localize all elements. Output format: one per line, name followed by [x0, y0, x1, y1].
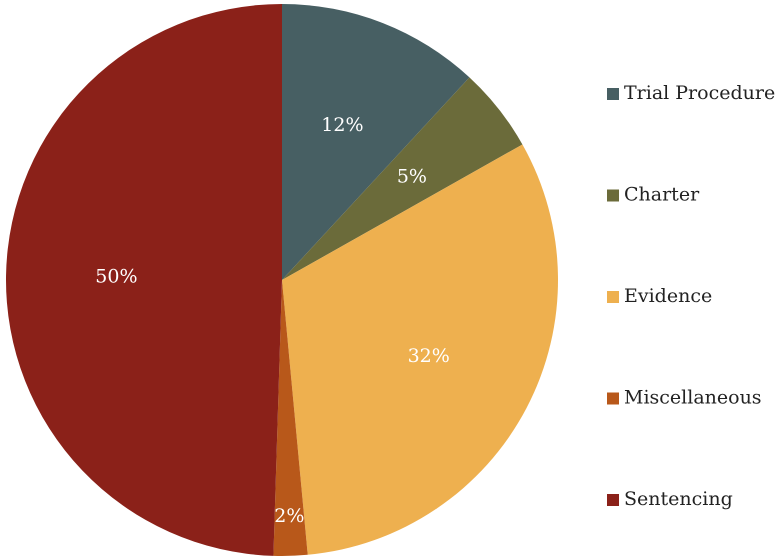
legend-label: Miscellaneous: [624, 387, 762, 409]
legend-label: Charter: [624, 184, 700, 206]
legend-swatch: [607, 494, 619, 506]
slice-label: 32%: [408, 345, 450, 367]
pie-slice: [282, 77, 523, 281]
slice-label: 2%: [274, 505, 304, 527]
legend-swatch: [607, 291, 619, 303]
pie-slice: [282, 4, 470, 280]
pie-slice: [273, 280, 308, 556]
legend-label: Sentencing: [624, 488, 733, 510]
legend-swatch: [607, 88, 619, 100]
legend-swatch: [607, 189, 619, 202]
legend-label: Trial Procedure: [624, 82, 775, 104]
pie-slice: [5, 4, 283, 556]
legend-swatch: [607, 392, 619, 405]
slice-label: 5%: [397, 165, 427, 187]
legend-label: Evidence: [624, 285, 712, 307]
slice-label: 12%: [321, 114, 363, 136]
pie-slice: [282, 144, 558, 555]
slice-label: 50%: [95, 265, 137, 287]
